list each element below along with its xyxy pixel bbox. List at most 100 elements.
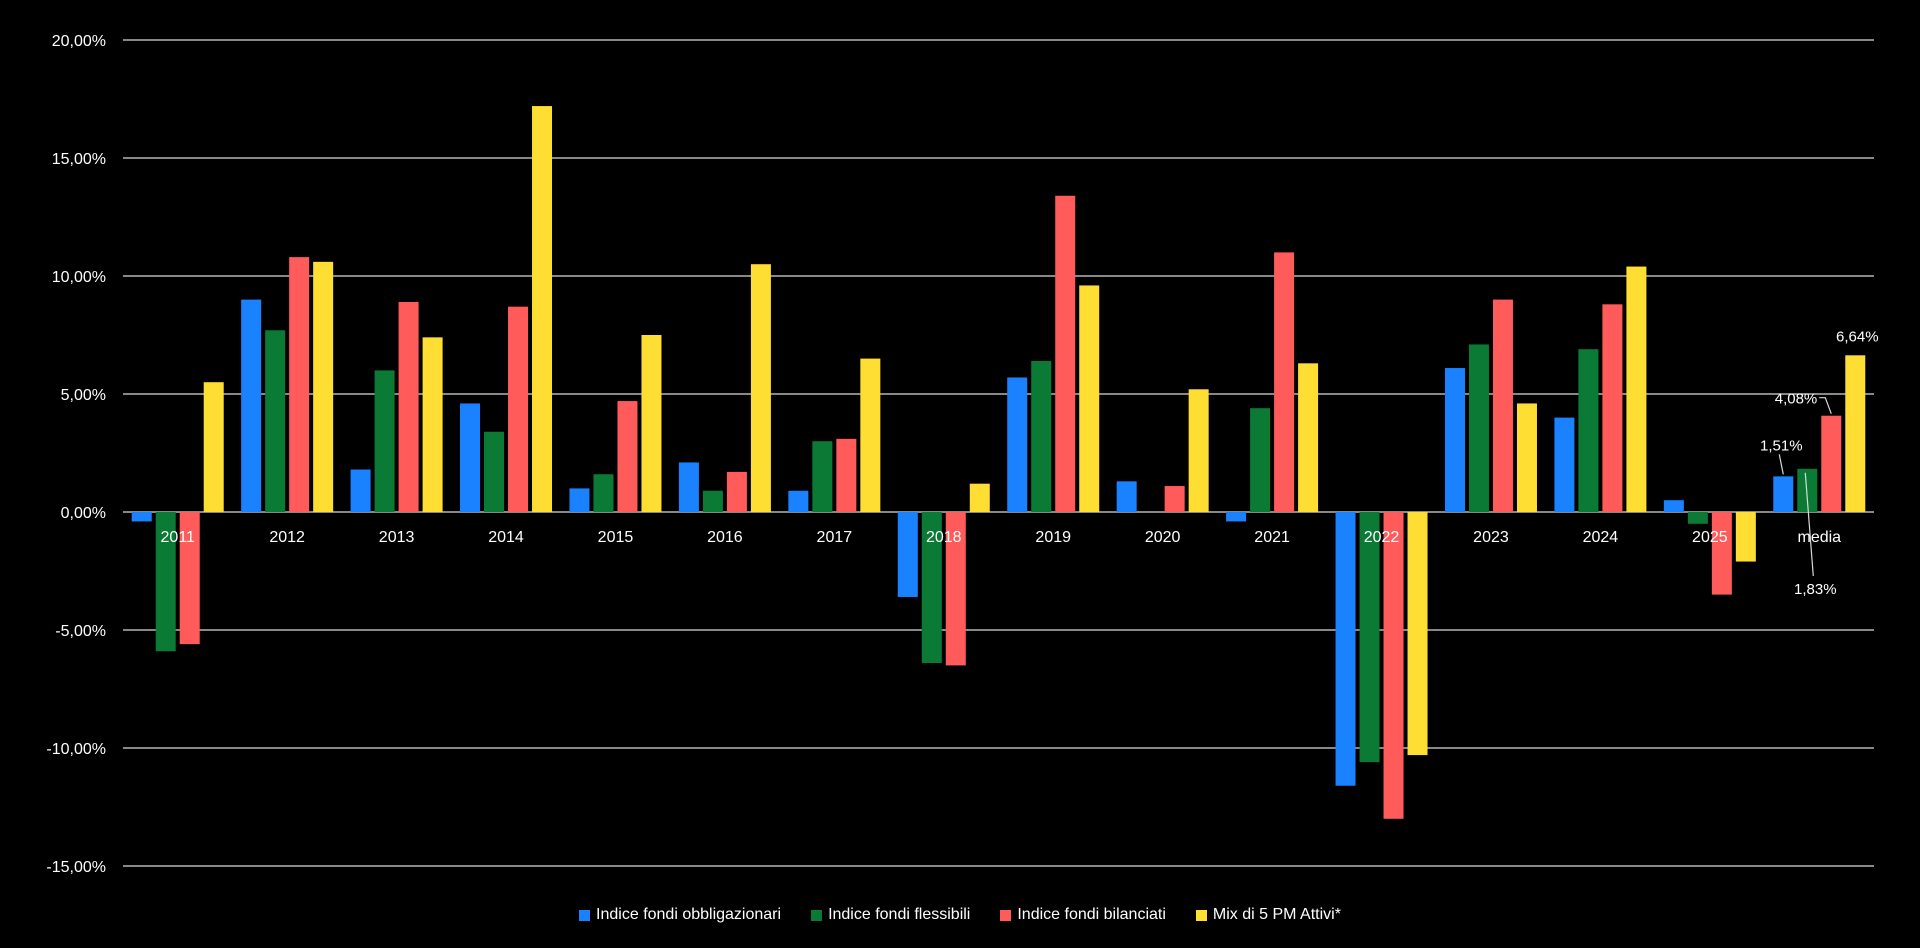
bar — [532, 106, 553, 512]
bar — [788, 490, 809, 512]
bar — [1298, 363, 1319, 512]
x-category-label: 2018 — [926, 529, 962, 546]
x-category-label: 2022 — [1364, 529, 1400, 546]
bar — [1226, 512, 1247, 522]
bar — [969, 483, 990, 512]
bar — [1773, 476, 1794, 512]
x-category-label: media — [1797, 529, 1841, 546]
bar — [921, 512, 942, 664]
bar — [1578, 349, 1599, 512]
bar — [265, 330, 286, 512]
bar — [1845, 355, 1866, 512]
legend-label: Indice fondi flessibili — [828, 906, 971, 923]
y-tick-label: -15,00% — [46, 859, 106, 876]
bar — [1711, 512, 1732, 595]
x-category-label: 2020 — [1145, 529, 1181, 546]
x-category-label: 2024 — [1583, 529, 1619, 546]
x-category-label: 2025 — [1692, 529, 1728, 546]
bar — [569, 488, 590, 512]
bar — [702, 490, 723, 512]
bar — [179, 512, 200, 645]
bar — [1274, 252, 1295, 512]
x-category-label: 2015 — [598, 529, 634, 546]
x-category-label: 2016 — [707, 529, 743, 546]
bar — [836, 438, 857, 512]
bar — [460, 403, 481, 512]
bar — [422, 337, 443, 512]
bar — [1687, 512, 1708, 524]
bar — [1055, 195, 1076, 512]
legend-label: Indice fondi obbligazionari — [596, 906, 782, 923]
data-label: 4,08% — [1775, 391, 1818, 408]
bar — [350, 469, 371, 512]
bar — [1602, 304, 1623, 512]
bar — [1492, 299, 1513, 512]
legend-swatch — [579, 909, 591, 921]
x-category-label: 2021 — [1254, 529, 1290, 546]
bar — [860, 358, 881, 512]
x-category-label: 2019 — [1035, 529, 1071, 546]
legend-item: Mix di 5 PM Attivi* — [1195, 906, 1341, 924]
bar — [1335, 512, 1356, 786]
legend-label: Indice fondi bilanciati — [1017, 906, 1166, 923]
y-tick-label: 10,00% — [52, 269, 106, 286]
bar — [484, 431, 505, 512]
x-category-label: 2014 — [488, 529, 524, 546]
y-tick-label: 15,00% — [52, 151, 106, 168]
bar — [1626, 266, 1647, 512]
bar — [678, 462, 699, 512]
y-tick-label: 0,00% — [61, 505, 106, 522]
x-category-label: 2017 — [817, 529, 853, 546]
bar — [313, 261, 334, 512]
bar — [641, 335, 662, 512]
bar — [374, 370, 395, 512]
bar — [1735, 512, 1756, 562]
bar — [750, 264, 771, 512]
y-tick-label: 20,00% — [52, 33, 106, 50]
bar — [1007, 377, 1028, 512]
leader-line — [1778, 454, 1784, 475]
legend-swatch — [1195, 909, 1207, 921]
bar — [1164, 486, 1185, 512]
bar — [593, 474, 614, 512]
legend-swatch — [811, 909, 823, 921]
bar — [508, 306, 529, 512]
bar — [945, 512, 966, 666]
data-label: 6,64% — [1836, 328, 1879, 345]
legend: Indice fondi obbligazionari Indice fondi … — [0, 906, 1920, 924]
bar — [1821, 415, 1842, 512]
y-tick-label: -10,00% — [46, 741, 106, 758]
legend-swatch — [1000, 909, 1012, 921]
bar — [155, 512, 176, 652]
x-category-label: 2013 — [379, 529, 415, 546]
bar — [1031, 360, 1052, 512]
bar — [241, 299, 262, 512]
bar — [1663, 500, 1684, 512]
bar — [1468, 344, 1489, 512]
y-tick-label: 5,00% — [61, 387, 106, 404]
bar — [1250, 408, 1271, 512]
legend-label: Mix di 5 PM Attivi* — [1212, 906, 1341, 923]
y-tick-label: -5,00% — [55, 623, 106, 640]
x-category-label: 2023 — [1473, 529, 1509, 546]
bar — [131, 512, 152, 522]
bar — [1797, 468, 1818, 512]
data-label: 1,51% — [1760, 437, 1803, 454]
bar — [203, 382, 224, 512]
bar — [1188, 389, 1209, 512]
bar — [1079, 285, 1100, 512]
x-category-label: 2011 — [161, 529, 196, 546]
bar — [1359, 512, 1380, 763]
legend-item: Indice fondi flessibili — [811, 906, 970, 924]
bar — [1516, 403, 1537, 512]
bar — [897, 512, 918, 597]
leader-line — [1819, 397, 1832, 414]
bar — [289, 257, 310, 512]
bar — [1554, 417, 1575, 512]
leader-line — [1804, 472, 1814, 577]
legend-item: Indice fondi obbligazionari — [579, 906, 781, 924]
bar — [726, 471, 747, 512]
bar — [812, 441, 833, 512]
